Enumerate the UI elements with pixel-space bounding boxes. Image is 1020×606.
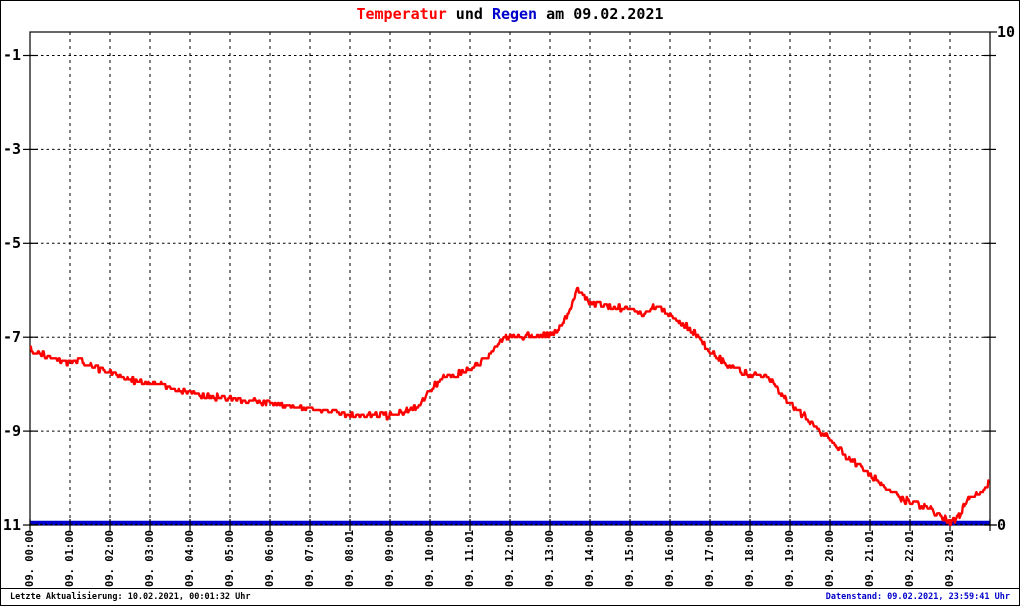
x-axis-tick-label: 09. 08:01 xyxy=(343,529,356,587)
x-axis-tick-label: 09. 14:00 xyxy=(583,529,596,587)
y-axis-left-tick-label: -3 xyxy=(2,140,21,159)
title-rain-word: Regen xyxy=(491,5,538,23)
y-axis-left-tick-label: -11 xyxy=(1,516,21,534)
y-axis-left-tick-label: -1 xyxy=(2,46,21,65)
x-axis-tick-label: 09. 19:00 xyxy=(783,529,796,587)
last-update-text: Letzte Aktualisierung: 10.02.2021, 00:01… xyxy=(10,592,251,602)
data-timestamp-text: Datenstand: 09.02.2021, 23:59:41 Uhr xyxy=(825,592,1010,602)
chart-title: Temperatur und Regen am 09.02.2021 xyxy=(1,5,1019,23)
x-axis-tick-label: 09. 00:00 xyxy=(23,529,36,587)
x-axis-tick-label: 09. 11:01 xyxy=(463,529,476,587)
x-axis-tick-label: 09. 16:00 xyxy=(663,529,676,587)
x-axis-tick-label: 09. 04:00 xyxy=(183,529,196,587)
temperature-line xyxy=(29,286,990,527)
x-axis-tick-label: 09. 20:00 xyxy=(823,529,836,587)
y-axis-right-tick-label: 10 xyxy=(997,23,1016,41)
x-axis-tick-label: 09. 05:00 xyxy=(223,529,236,587)
x-axis-tick-label: 09. 18:00 xyxy=(743,529,756,587)
status-bar: Letzte Aktualisierung: 10.02.2021, 00:01… xyxy=(1,588,1019,605)
x-axis-tick-label: 09. 12:00 xyxy=(503,529,516,587)
x-axis-tick-label: 09. 07:00 xyxy=(303,529,316,587)
x-axis-tick-label: 09. 13:00 xyxy=(543,529,556,587)
x-axis-tick-label: 09. 01:00 xyxy=(63,529,76,587)
title-und-word: und xyxy=(446,5,492,23)
horizontal-gridlines xyxy=(30,55,990,432)
title-temperature-word: Temperatur xyxy=(356,5,447,23)
y-axis-left-tick-label: -5 xyxy=(2,234,21,253)
x-axis-tick-label: 09. 09:00 xyxy=(383,529,396,587)
x-axis-tick-label: 09. 17:00 xyxy=(703,529,716,587)
y-axis-left-tick-label: -9 xyxy=(2,422,21,441)
y-axis-right-tick-label: 0 xyxy=(997,516,1007,534)
x-axis-tick-label: 09. 22:01 xyxy=(903,529,916,587)
x-axis-tick-label: 09. 23:01 xyxy=(943,529,956,587)
vertical-gridlines xyxy=(69,32,951,525)
title-date: am 09.02.2021 xyxy=(537,5,664,23)
x-axis-tick-label: 09. 03:00 xyxy=(143,529,156,587)
x-axis-tick-label: 09. 02:00 xyxy=(103,529,116,587)
y-axis-left-tick-label: -7 xyxy=(2,328,21,347)
x-axis-tick-label: 09. 06:00 xyxy=(263,529,276,587)
x-axis-tick-label: 09. 10:00 xyxy=(423,529,436,587)
x-axis-tick-label: 09. 15:00 xyxy=(623,529,636,587)
x-axis-tick-label: 09. 21:01 xyxy=(863,529,876,587)
axis-ticks xyxy=(23,31,997,531)
